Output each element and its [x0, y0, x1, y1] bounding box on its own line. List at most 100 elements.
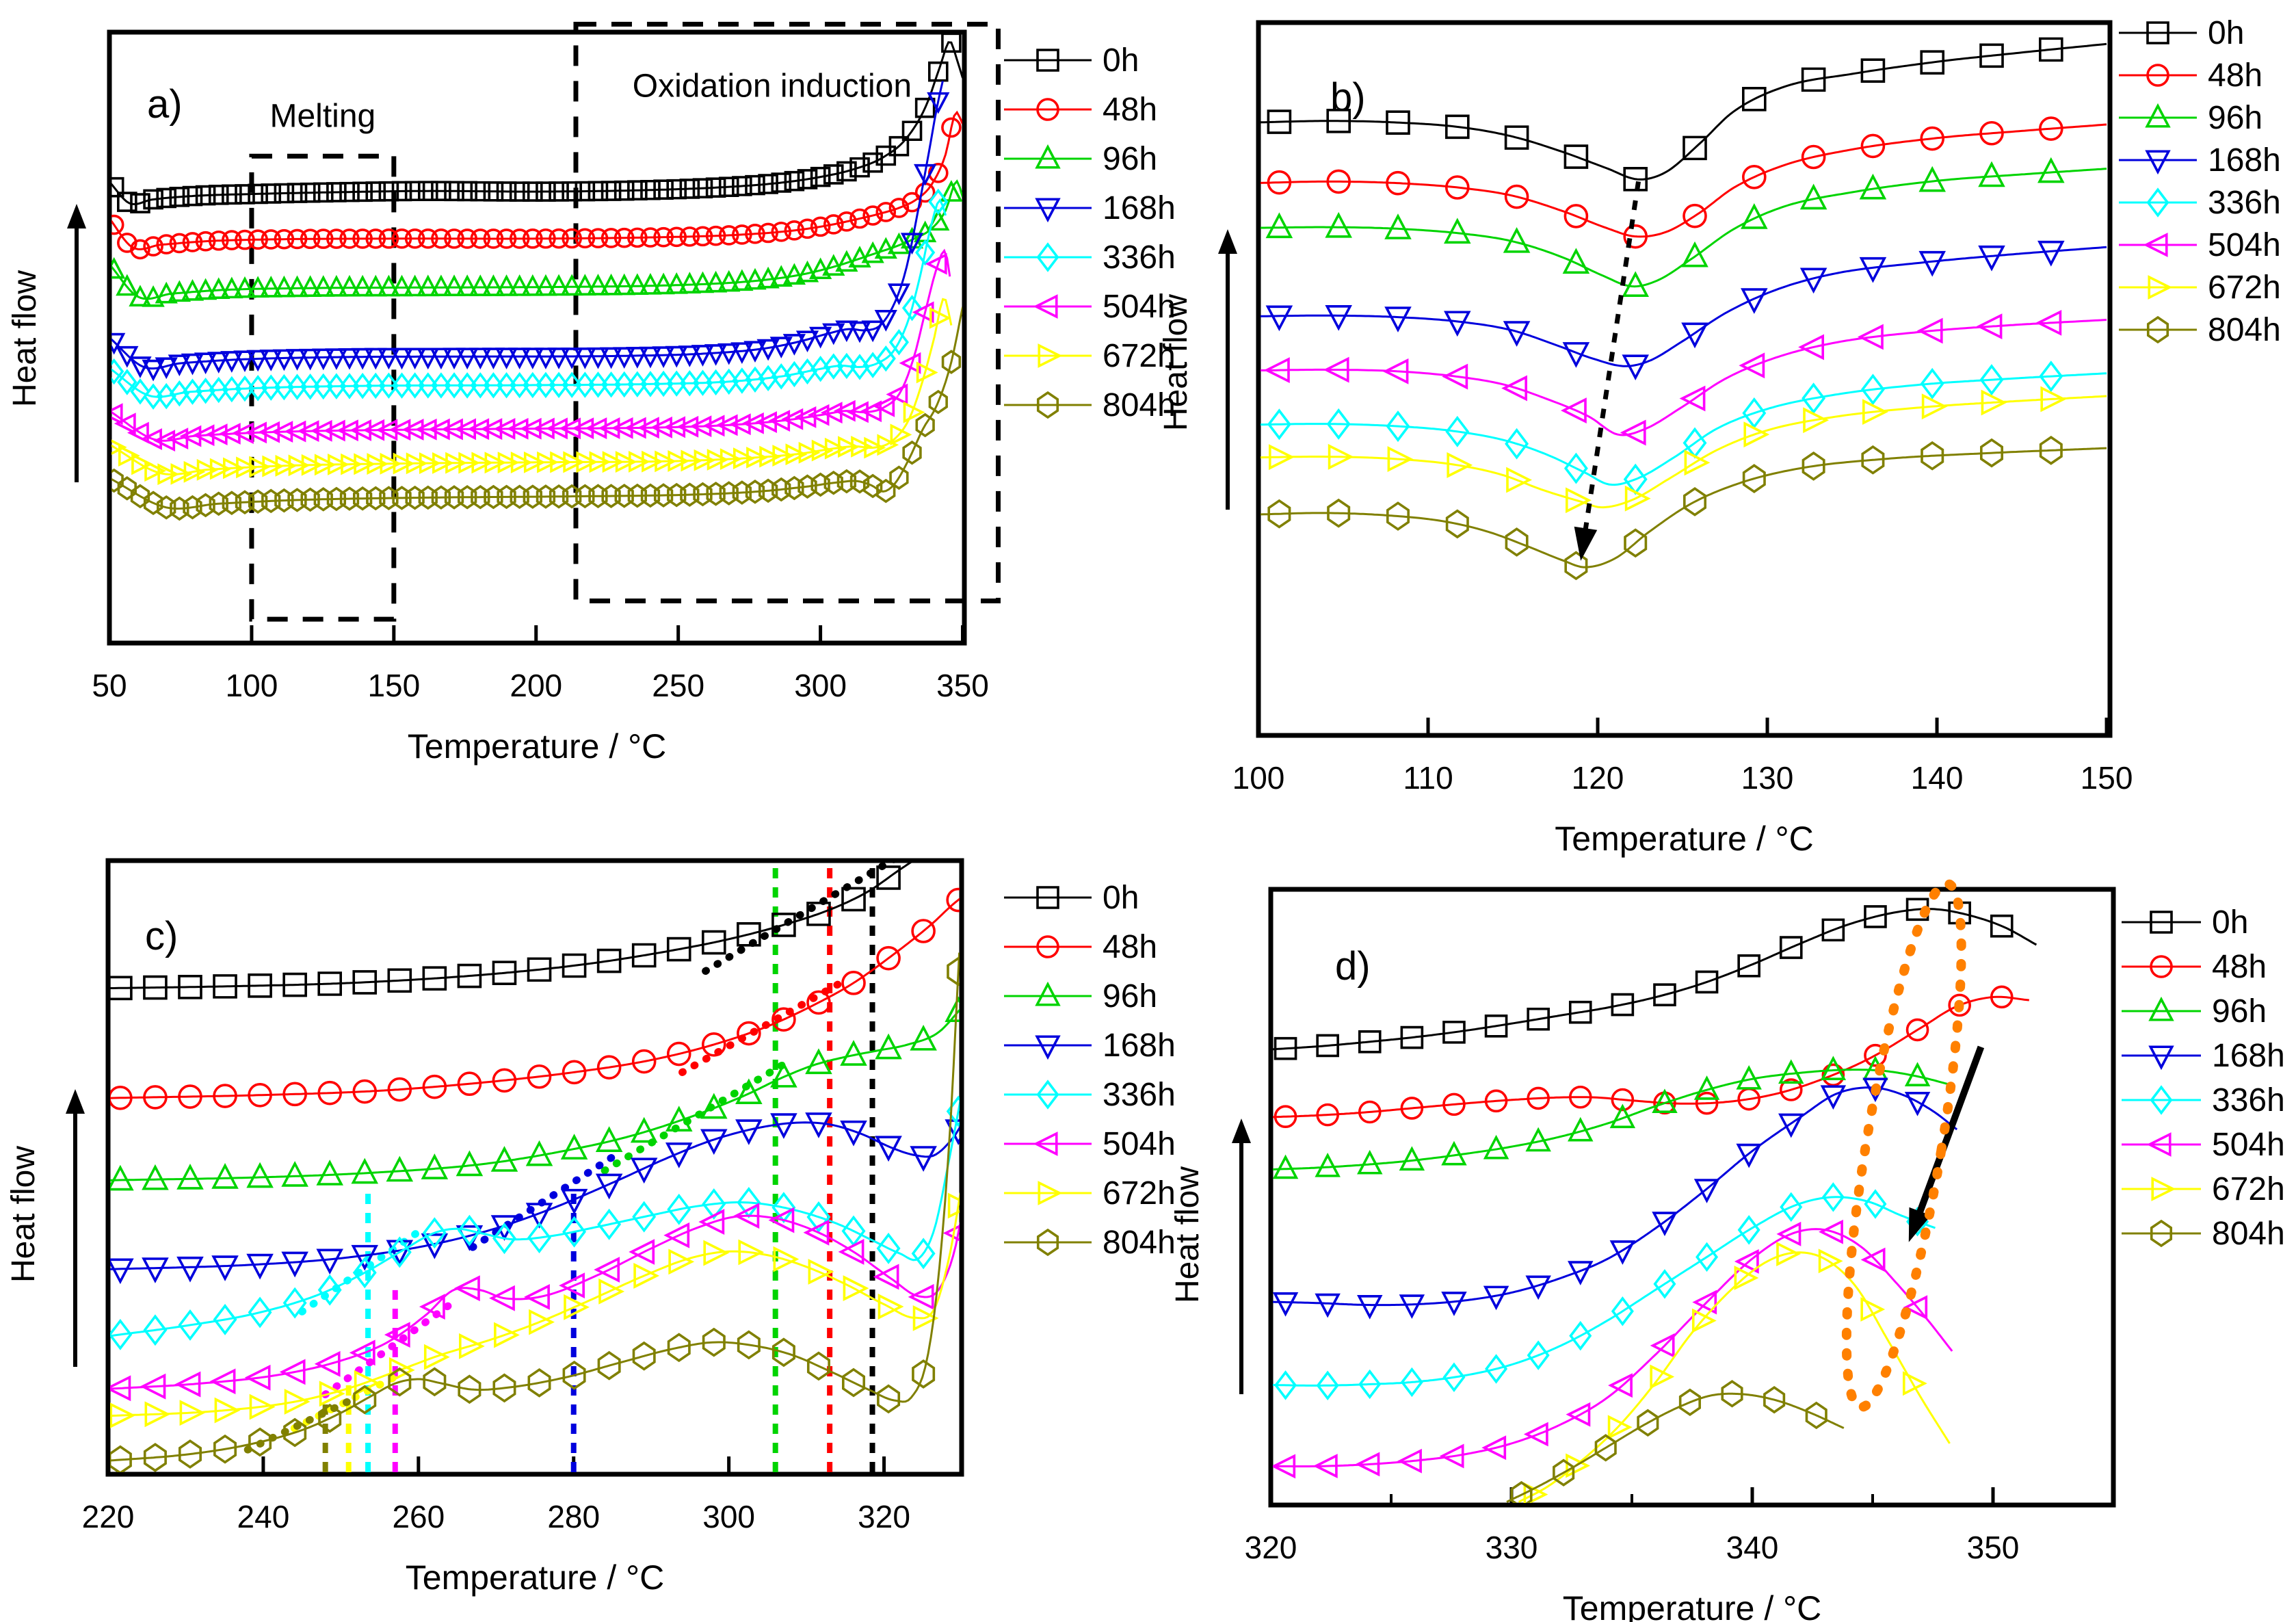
tri-right-marker	[864, 436, 886, 459]
tri-up-marker	[1503, 226, 1531, 253]
circle-marker	[110, 1086, 133, 1110]
tri-up-marker	[508, 274, 531, 296]
hexagon-marker	[877, 1384, 901, 1414]
diamond-marker	[1569, 1320, 1592, 1351]
diamond-marker	[1036, 242, 1059, 272]
circle-marker	[1316, 1103, 1339, 1127]
tri-right-marker	[890, 423, 912, 446]
circle-marker	[575, 228, 596, 249]
x-tick-label: 320	[1245, 1530, 1297, 1565]
tri-up-marker	[1799, 183, 1827, 210]
hexagon-marker	[588, 484, 608, 508]
diamond-marker	[1802, 382, 1826, 415]
tri-up-marker	[351, 1157, 379, 1184]
tri-up-marker	[1399, 1146, 1425, 1171]
tri-left-marker	[942, 1225, 960, 1242]
circle-marker	[1779, 1078, 1803, 1101]
tri-left-marker	[1976, 313, 2003, 340]
x-tick-label: 260	[392, 1499, 445, 1534]
legend-item-672h: 672h	[1004, 338, 1176, 374]
hexagon-marker	[497, 484, 516, 510]
tri-down-marker	[246, 350, 269, 372]
hexagon-marker	[771, 1337, 795, 1368]
tri-left-marker	[838, 1239, 865, 1265]
tri-left-marker	[1263, 357, 1290, 383]
series-96h	[111, 179, 962, 307]
series-336h	[1273, 1182, 1936, 1400]
tri-up-marker	[456, 1150, 484, 1177]
diamond-marker	[1780, 1192, 1803, 1222]
tri-down-marker	[560, 348, 583, 369]
tri-down-marker	[142, 1257, 169, 1283]
legend-label: 48h	[2212, 949, 2267, 985]
tri-right-marker	[773, 1246, 800, 1272]
tri-left-marker	[847, 401, 869, 423]
diamond-marker	[130, 378, 150, 405]
circle-marker	[457, 228, 477, 249]
tri-left-marker	[297, 420, 319, 443]
diamond-marker	[527, 1222, 551, 1254]
tri-left-marker	[650, 416, 672, 439]
tri-down-marker	[927, 92, 950, 114]
diamond-marker	[771, 1192, 796, 1224]
tangent-line-3	[469, 1148, 624, 1251]
tri-up-marker	[364, 274, 387, 297]
square-marker	[631, 943, 657, 968]
tri-right-marker	[851, 435, 873, 458]
tri-down-marker	[456, 348, 479, 370]
hexagon-marker	[614, 484, 634, 508]
tri-up-marker	[211, 1163, 239, 1189]
legend-item-0h: 0h	[2122, 904, 2248, 941]
diamond-marker	[1274, 1370, 1297, 1400]
circle-marker	[876, 945, 901, 971]
square-marker	[941, 34, 962, 53]
tri-down-marker	[1273, 1292, 1299, 1317]
tri-down-marker	[534, 348, 557, 369]
diamond-marker	[888, 329, 910, 356]
hexagon-marker	[339, 486, 360, 511]
x-tick-label: 100	[226, 668, 278, 703]
tri-right-marker	[406, 452, 428, 475]
legend-label: 804h	[2212, 1216, 2285, 1252]
square-marker	[1444, 114, 1470, 140]
circle-marker	[1274, 1105, 1297, 1129]
legend-label: 96h	[2208, 100, 2262, 136]
diamond-marker	[1611, 1296, 1634, 1326]
hexagon-marker	[235, 490, 255, 514]
tri-up-marker	[176, 1164, 204, 1190]
curve	[110, 898, 960, 1099]
tri-right-marker	[838, 436, 860, 458]
tri-up-marker	[111, 257, 126, 279]
tri-down-marker	[2037, 240, 2065, 267]
circle-marker	[562, 228, 582, 249]
tri-up-marker	[1741, 203, 1768, 229]
hexagon-marker	[492, 1373, 516, 1403]
hexagon-marker	[2150, 1219, 2173, 1248]
circle-marker	[771, 222, 792, 242]
tri-up-marker	[560, 274, 583, 296]
tri-right-marker	[249, 1394, 276, 1420]
tri-left-marker	[559, 417, 581, 440]
hexagon-marker	[823, 470, 843, 495]
tri-right-marker	[223, 457, 245, 480]
tri-up-marker	[678, 272, 701, 293]
hexagon-marker	[196, 493, 215, 518]
diamond-marker	[1695, 1242, 1719, 1272]
circle-marker	[182, 232, 203, 252]
tri-right-marker	[354, 453, 376, 475]
hexagon-marker	[1036, 1228, 1059, 1257]
tri-left-marker	[1916, 317, 1943, 344]
square-marker	[1905, 898, 1929, 921]
diamond-marker	[111, 358, 124, 385]
hexagon-marker	[653, 483, 674, 508]
series-96h	[1273, 1056, 1950, 1179]
tri-down-marker	[914, 163, 937, 186]
tri-up-marker	[2145, 103, 2171, 128]
tri-down-marker	[316, 1248, 343, 1275]
diamond-marker	[2039, 361, 2063, 393]
circle-marker	[470, 228, 491, 249]
tri-down-marker	[272, 349, 295, 371]
panel-b: 100 110 120 130 140 150 Temperature / °C Heat f…	[1158, 15, 2281, 858]
circle-marker	[444, 228, 464, 249]
circle-marker	[2150, 955, 2173, 978]
